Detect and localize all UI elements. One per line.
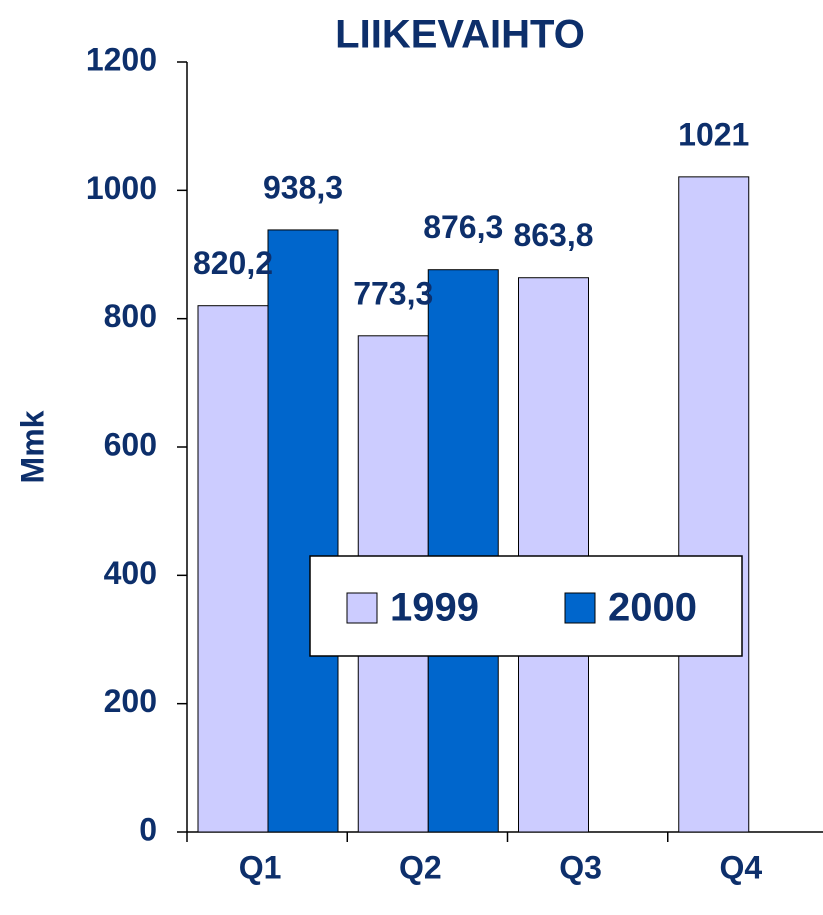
y-tick-label: 400 bbox=[104, 555, 157, 591]
legend-box bbox=[309, 555, 743, 657]
x-tick-label: Q2 bbox=[399, 849, 442, 885]
x-tick-label: Q4 bbox=[720, 849, 763, 885]
legend-label: 2000 bbox=[608, 586, 697, 630]
y-tick-label: 1200 bbox=[86, 41, 157, 77]
value-label: 876,3 bbox=[423, 209, 503, 245]
value-label: 938,3 bbox=[263, 169, 343, 205]
bar bbox=[518, 277, 589, 833]
x-tick-label: Q3 bbox=[559, 849, 602, 885]
y-tick-label: 600 bbox=[104, 426, 157, 462]
y-axis-label: Mmk bbox=[14, 410, 50, 483]
legend-label: 1999 bbox=[390, 586, 479, 630]
bar bbox=[197, 305, 269, 833]
legend-swatch bbox=[564, 592, 596, 624]
bar bbox=[678, 176, 750, 833]
legend-swatch bbox=[346, 592, 378, 624]
y-tick-label: 200 bbox=[104, 683, 157, 719]
value-label: 863,8 bbox=[513, 217, 593, 253]
value-label: 1021 bbox=[678, 116, 749, 152]
x-tick-label: Q1 bbox=[239, 849, 282, 885]
bar bbox=[427, 269, 499, 833]
chart-title: LIIKEVAIHTO bbox=[335, 13, 585, 57]
y-tick-label: 800 bbox=[104, 298, 157, 334]
value-label: 773,3 bbox=[353, 275, 433, 311]
y-tick-label: 1000 bbox=[86, 170, 157, 206]
legend: 1999 2000 bbox=[309, 555, 743, 657]
bar bbox=[267, 229, 339, 833]
value-label: 820,2 bbox=[193, 245, 273, 281]
y-tick-label: 0 bbox=[139, 811, 157, 847]
